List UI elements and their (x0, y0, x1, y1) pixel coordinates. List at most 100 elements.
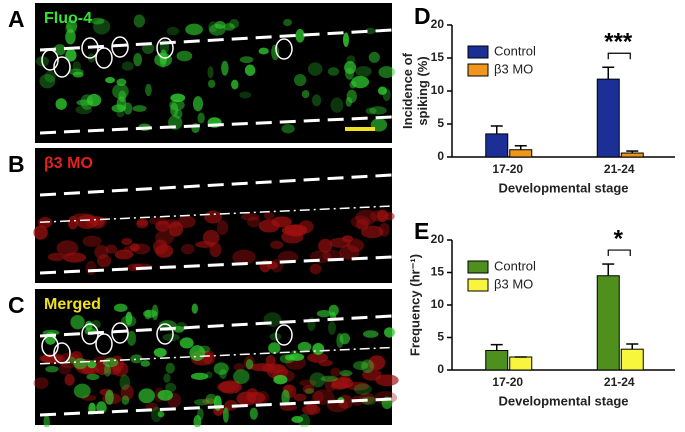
cell-outline (95, 333, 113, 355)
green-cell (192, 96, 204, 112)
green-cell (45, 365, 59, 373)
red-signal (233, 363, 245, 372)
red-signal (271, 216, 292, 228)
panel-label: Merged (44, 296, 101, 313)
significance: * (614, 225, 624, 252)
red-signal (263, 212, 275, 220)
green-cell (346, 55, 356, 64)
panel-letter: D (414, 3, 431, 29)
green-cell (162, 333, 180, 342)
green-cell (132, 105, 147, 112)
bar (485, 133, 509, 158)
green-cell (93, 18, 111, 35)
green-cell (170, 102, 179, 117)
green-cell (44, 70, 56, 83)
red-signal (246, 388, 258, 398)
green-cell (355, 66, 372, 77)
green-cell (383, 327, 395, 338)
red-signal (376, 209, 389, 222)
green-cell (90, 320, 101, 329)
y-axis-label: Incidence of (400, 52, 415, 129)
red-signal (378, 222, 390, 237)
green-cell (288, 353, 305, 361)
sig-bracket (607, 52, 631, 60)
green-cell (43, 414, 50, 429)
legend-swatch (467, 45, 489, 59)
green-cell (190, 372, 209, 380)
green-cell (245, 358, 254, 370)
panel-label: Fluo-4 (44, 10, 92, 27)
green-cell (116, 110, 125, 118)
green-cell (213, 362, 229, 375)
panel-letter: B (8, 151, 25, 177)
green-cell (222, 407, 229, 423)
green-cell (197, 112, 205, 124)
green-cell (105, 389, 114, 405)
y-tick-label: 20 (431, 232, 445, 246)
red-signal (309, 263, 322, 275)
green-cell (193, 398, 210, 406)
legend-label: Control (494, 43, 536, 58)
green-cell (102, 357, 119, 368)
green-cell (116, 78, 127, 87)
green-cell (72, 71, 84, 78)
red-signal (47, 252, 65, 262)
cell-outline (95, 47, 113, 69)
green-cell (307, 62, 323, 76)
red-signal (202, 350, 215, 365)
green-cell (346, 89, 357, 103)
x-axis-label: Developmental stage (498, 180, 628, 195)
legend-swatch (467, 260, 489, 274)
red-signal (33, 377, 49, 389)
red-signal (82, 235, 102, 247)
green-cell (377, 86, 387, 95)
panel-letter: E (414, 218, 429, 244)
panel-letter: A (8, 6, 25, 32)
red-signal (132, 243, 151, 255)
green-cell (39, 73, 56, 89)
x-tick-label: 21-24 (604, 375, 635, 389)
red-signal (180, 243, 195, 255)
green-cell (239, 56, 254, 64)
red-signal (85, 260, 97, 276)
green-cell (86, 373, 100, 381)
green-cell (143, 309, 158, 318)
green-cell (165, 362, 175, 374)
red-signal (361, 225, 384, 239)
y-tick-label: 15 (431, 265, 445, 279)
green-cell (312, 343, 325, 355)
bar (485, 350, 509, 371)
green-cell (90, 17, 105, 25)
green-cell (76, 99, 93, 106)
green-cell (55, 98, 67, 110)
red-signal (368, 355, 386, 371)
sig-bracket (607, 249, 631, 257)
green-cell (73, 383, 91, 399)
red-signal (105, 244, 118, 254)
red-signal (318, 238, 333, 253)
green-cell (103, 364, 112, 377)
red-signal (129, 243, 140, 252)
green-cell (342, 32, 350, 47)
red-signal (114, 249, 134, 260)
green-cell (65, 48, 77, 62)
green-cell (197, 408, 204, 421)
cell-outline (53, 56, 71, 78)
red-signal (232, 249, 256, 265)
green-cell (233, 369, 250, 384)
green-cell (163, 373, 171, 383)
red-signal (123, 245, 136, 253)
y-tick-label: 5 (437, 116, 444, 130)
x-tick-label: 17-20 (492, 162, 523, 176)
cell-outline (41, 335, 59, 357)
red-signal (105, 365, 122, 375)
green-cell (133, 52, 143, 67)
red-signal (355, 219, 369, 231)
green-cell (344, 61, 357, 75)
legend-swatch (467, 63, 489, 77)
green-cell (151, 406, 162, 423)
green-cell (378, 66, 395, 79)
green-cell (301, 89, 310, 99)
green-cell (258, 47, 269, 55)
